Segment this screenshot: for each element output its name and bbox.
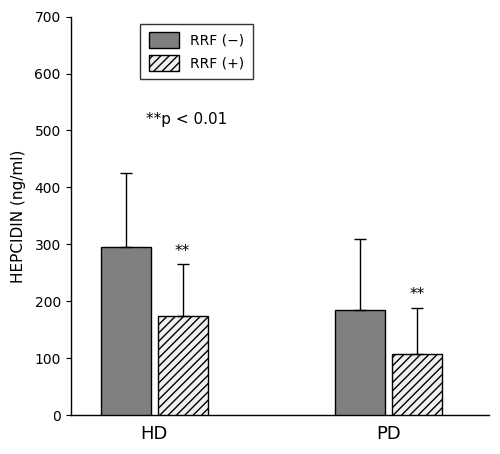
Text: **: **: [410, 287, 424, 302]
Y-axis label: HEPCIDIN (ng/ml): HEPCIDIN (ng/ml): [11, 149, 26, 282]
Text: **p < 0.01: **p < 0.01: [146, 112, 227, 127]
Bar: [335, 310, 385, 415]
Legend: RRF (−), RRF (+): RRF (−), RRF (+): [140, 24, 252, 79]
Text: **: **: [175, 244, 190, 259]
Bar: [158, 316, 208, 415]
Bar: [392, 354, 442, 415]
Bar: [100, 247, 151, 415]
